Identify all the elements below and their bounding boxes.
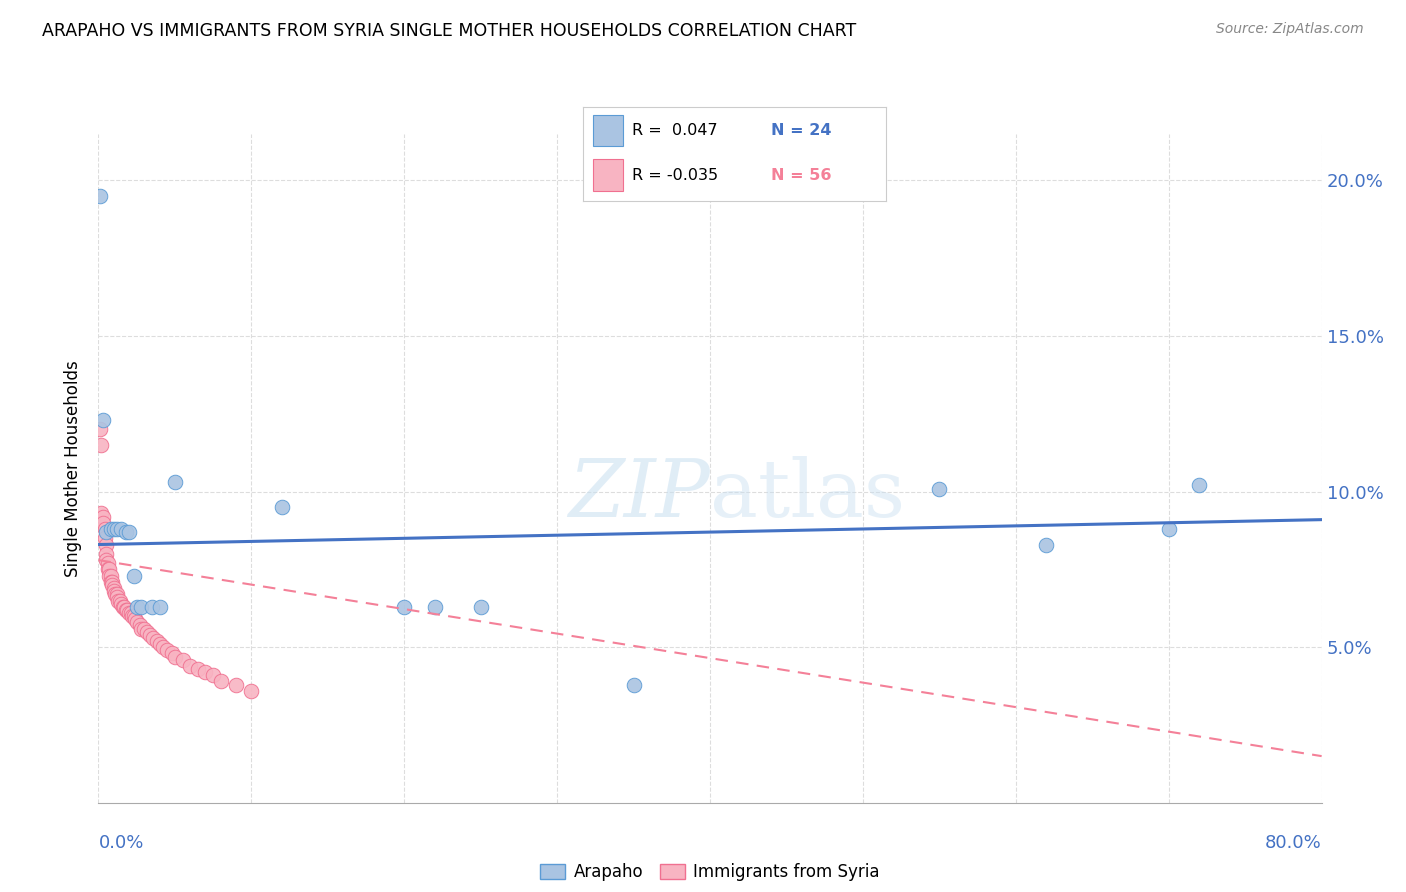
Point [103,584,125,599]
Point [163,475,186,490]
Point [98,562,121,576]
Text: 0.0%: 0.0% [98,834,143,852]
Point [240,683,263,698]
Point [115,603,138,617]
Point [423,599,446,614]
Point [149,637,172,651]
Point [89,422,111,436]
Point [1188,478,1211,492]
Point [202,668,225,682]
Point [160,647,183,661]
Text: atlas: atlas [710,456,905,534]
Point [163,649,186,664]
Bar [592,160,623,191]
Point [110,597,132,611]
Point [194,665,217,679]
Point [136,624,159,639]
Point [115,525,138,540]
Point [149,599,172,614]
Point [94,525,117,540]
Point [110,522,132,536]
Point [129,599,152,614]
Point [928,482,950,496]
Point [98,568,121,582]
Text: Source: ZipAtlas.com: Source: ZipAtlas.com [1216,22,1364,37]
Point [179,659,201,673]
Point [100,522,122,536]
Point [392,599,416,614]
Text: R = -0.035: R = -0.035 [631,168,718,183]
Y-axis label: Single Mother Households: Single Mother Households [65,360,83,576]
Point [141,599,163,614]
Point [97,562,120,576]
Point [90,438,112,452]
Point [623,677,645,691]
Point [97,556,120,570]
Point [112,599,135,614]
Point [142,631,165,645]
Point [105,522,128,536]
Point [128,618,150,632]
Legend: Arapaho, Immigrants from Syria: Arapaho, Immigrants from Syria [534,857,886,888]
Point [118,606,141,620]
Bar [592,114,623,146]
Point [122,609,145,624]
Text: R =  0.047: R = 0.047 [631,123,717,138]
Point [125,599,148,614]
Point [117,603,139,617]
Point [209,674,232,689]
Point [94,537,117,551]
Point [91,509,114,524]
Point [118,525,141,540]
Point [108,593,131,607]
Point [152,640,174,655]
Point [139,628,162,642]
Text: N = 56: N = 56 [770,168,831,183]
Point [94,547,117,561]
Point [1157,522,1180,536]
Point [94,553,117,567]
Point [129,622,152,636]
Point [93,522,115,536]
Point [124,612,146,626]
Point [105,591,128,605]
Point [172,653,194,667]
Point [187,662,209,676]
Point [101,574,124,589]
Point [100,568,122,582]
Point [125,615,148,630]
Point [156,643,179,657]
Point [100,574,122,589]
Point [270,500,292,515]
Point [145,634,167,648]
Point [104,587,127,601]
Point [91,516,114,530]
Point [1035,537,1057,551]
Point [134,622,156,636]
Point [91,413,114,427]
Text: ZIP: ZIP [568,457,710,533]
Point [107,593,129,607]
Point [101,578,124,592]
Point [103,581,125,595]
Point [120,606,142,620]
Point [105,587,128,601]
Point [225,677,247,691]
Point [93,531,115,545]
Point [103,522,125,536]
Point [470,599,492,614]
Point [89,189,111,203]
Point [122,568,145,582]
Text: ARAPAHO VS IMMIGRANTS FROM SYRIA SINGLE MOTHER HOUSEHOLDS CORRELATION CHART: ARAPAHO VS IMMIGRANTS FROM SYRIA SINGLE … [42,22,856,40]
Text: 80.0%: 80.0% [1265,834,1322,852]
Text: N = 24: N = 24 [770,123,831,138]
Point [90,507,112,521]
Point [121,609,143,624]
Point [111,599,134,614]
